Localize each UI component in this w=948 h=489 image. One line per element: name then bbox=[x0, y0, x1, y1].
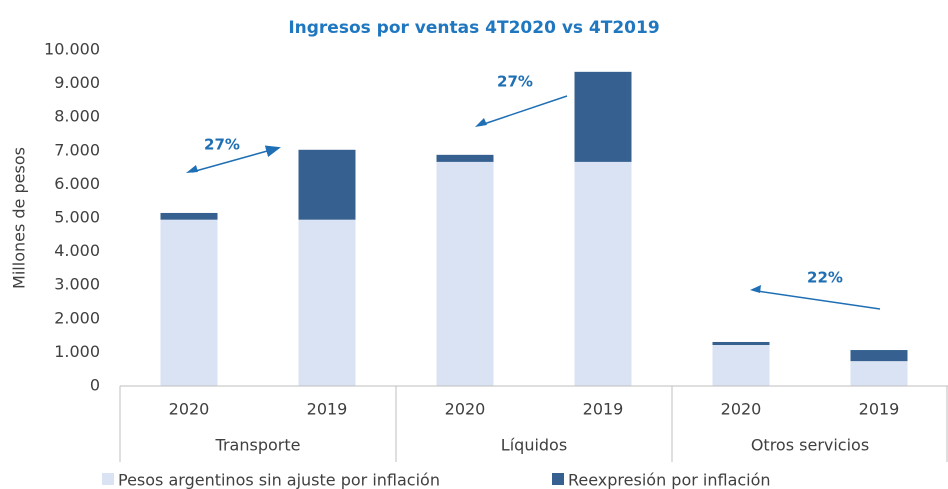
bar-segment bbox=[850, 361, 908, 386]
x-tick-label: 2019 bbox=[583, 400, 624, 419]
arrow bbox=[756, 290, 881, 310]
group-label: Otros servicios bbox=[751, 436, 869, 455]
arrow bbox=[480, 95, 568, 126]
legend-swatch bbox=[552, 473, 564, 485]
bar-segment bbox=[850, 350, 908, 362]
bar-segment bbox=[712, 341, 770, 346]
legend-swatch bbox=[102, 473, 114, 485]
bar-segment bbox=[436, 161, 494, 386]
bar-segment bbox=[436, 154, 494, 162]
arrow bbox=[191, 145, 281, 173]
group-label: Transporte bbox=[215, 436, 301, 455]
group-label: Líquidos bbox=[501, 436, 567, 455]
y-tick-label: 2.000 bbox=[54, 308, 100, 327]
annotation: 22% bbox=[807, 269, 843, 287]
y-tick-label: 5.000 bbox=[54, 208, 100, 227]
bar-segment bbox=[712, 345, 770, 386]
bar-segment bbox=[298, 219, 356, 386]
annotation: 27% bbox=[497, 73, 533, 91]
bar-segment bbox=[574, 161, 632, 386]
y-tick-label: 4.000 bbox=[54, 241, 100, 260]
x-tick-label: 2020 bbox=[445, 400, 486, 419]
y-tick-label: 10.000 bbox=[44, 40, 100, 59]
x-tick-label: 2019 bbox=[859, 400, 900, 419]
bar-segment bbox=[160, 219, 218, 386]
x-tick-label: 2020 bbox=[169, 400, 210, 419]
x-tick-label: 2019 bbox=[307, 400, 348, 419]
y-tick-label: 8.000 bbox=[54, 107, 100, 126]
y-tick-label: 6.000 bbox=[54, 174, 100, 193]
annotation: 27% bbox=[204, 136, 240, 154]
y-tick-label: 9.000 bbox=[54, 73, 100, 92]
bar-segment bbox=[160, 212, 218, 220]
y-tick-label: 7.000 bbox=[54, 140, 100, 159]
y-axis-label: Millones de pesos bbox=[10, 147, 29, 289]
x-tick-label: 2020 bbox=[721, 400, 762, 419]
legend-label: Pesos argentinos sin ajuste por inflació… bbox=[118, 471, 440, 489]
y-tick-label: 3.000 bbox=[54, 275, 100, 294]
chart-title: Ingresos por ventas 4T2020 vs 4T2019 bbox=[288, 18, 659, 38]
bar-segment bbox=[298, 149, 356, 220]
bar-segment bbox=[574, 71, 632, 162]
legend-label: Reexpresión por inflación bbox=[568, 471, 771, 489]
y-tick-label: 1.000 bbox=[54, 342, 100, 361]
y-tick-label: 0 bbox=[90, 376, 100, 395]
